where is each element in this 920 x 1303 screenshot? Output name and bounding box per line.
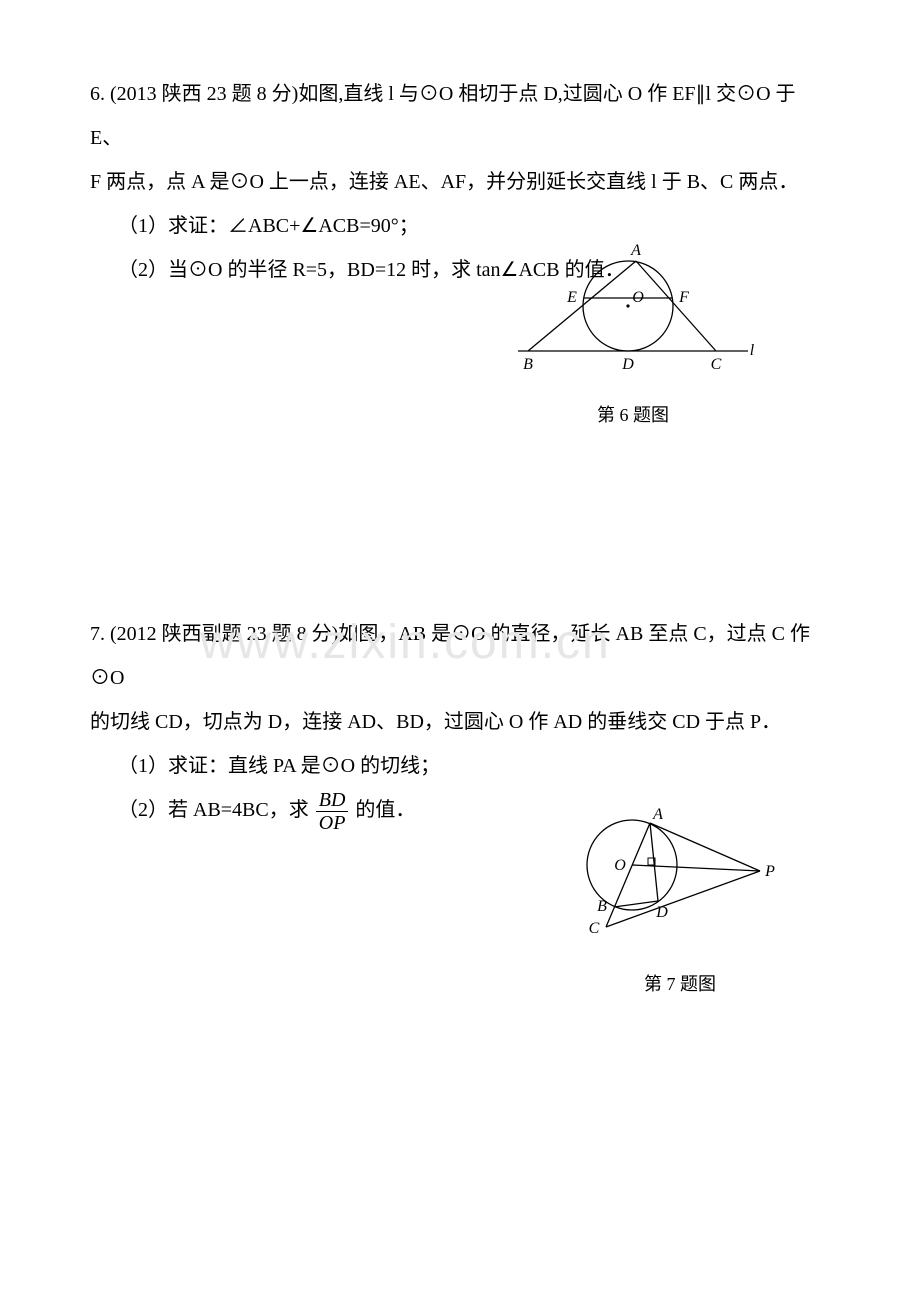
svg-text:D: D — [655, 904, 668, 921]
q7-line4-prefix: （2）若 AB=4BC，求 — [118, 799, 309, 821]
q7-line3: （1）求证：直线 PA 是⊙O 的切线； — [90, 744, 830, 788]
svg-text:B: B — [523, 356, 533, 373]
q7-line1: 7. (2012 陕西副题 23 题 8 分)如图，AB 是⊙O 的直径，延长 … — [90, 612, 830, 700]
svg-text:A: A — [652, 806, 663, 823]
q6-line2: F 两点，点 A 是⊙O 上一点，连接 AE、AF，并分别延长交直线 l 于 B… — [90, 160, 830, 204]
q6-line1: 6. (2013 陕西 23 题 8 分)如图,直线 l 与⊙O 相切于点 D,… — [90, 72, 830, 160]
q7-figure: A O BC D P — [580, 795, 780, 945]
q6-figure: A E F O B D Cl — [508, 236, 758, 376]
svg-text:O: O — [632, 289, 644, 306]
svg-text:C: C — [589, 920, 600, 937]
q7-caption: 第 7 题图 — [580, 965, 780, 1005]
q6-figure-wrap: A E F O B D Cl 第 6 题图 — [508, 236, 758, 436]
svg-text:E: E — [566, 289, 577, 306]
svg-text:A: A — [630, 242, 641, 259]
svg-text:F: F — [678, 289, 689, 306]
svg-text:l: l — [750, 342, 755, 359]
svg-text:D: D — [621, 356, 634, 373]
page: 6. (2013 陕西 23 题 8 分)如图,直线 l 与⊙O 相切于点 D,… — [0, 0, 920, 1303]
q7-line4-suffix: 的值． — [355, 799, 415, 821]
svg-text:C: C — [711, 356, 722, 373]
q6-caption: 第 6 题图 — [508, 396, 758, 436]
q7-frac-num: BD — [316, 789, 349, 812]
q7-fraction: BD OP — [316, 789, 349, 834]
q7-frac-den: OP — [316, 812, 349, 834]
svg-text:P: P — [764, 863, 775, 880]
svg-text:O: O — [614, 857, 626, 874]
q7-figure-wrap: A O BC D P 第 7 题图 — [580, 795, 780, 1005]
svg-text:B: B — [597, 898, 607, 915]
q7-line2: 的切线 CD，切点为 D，连接 AD、BD，过圆心 O 作 AD 的垂线交 CD… — [90, 700, 830, 744]
